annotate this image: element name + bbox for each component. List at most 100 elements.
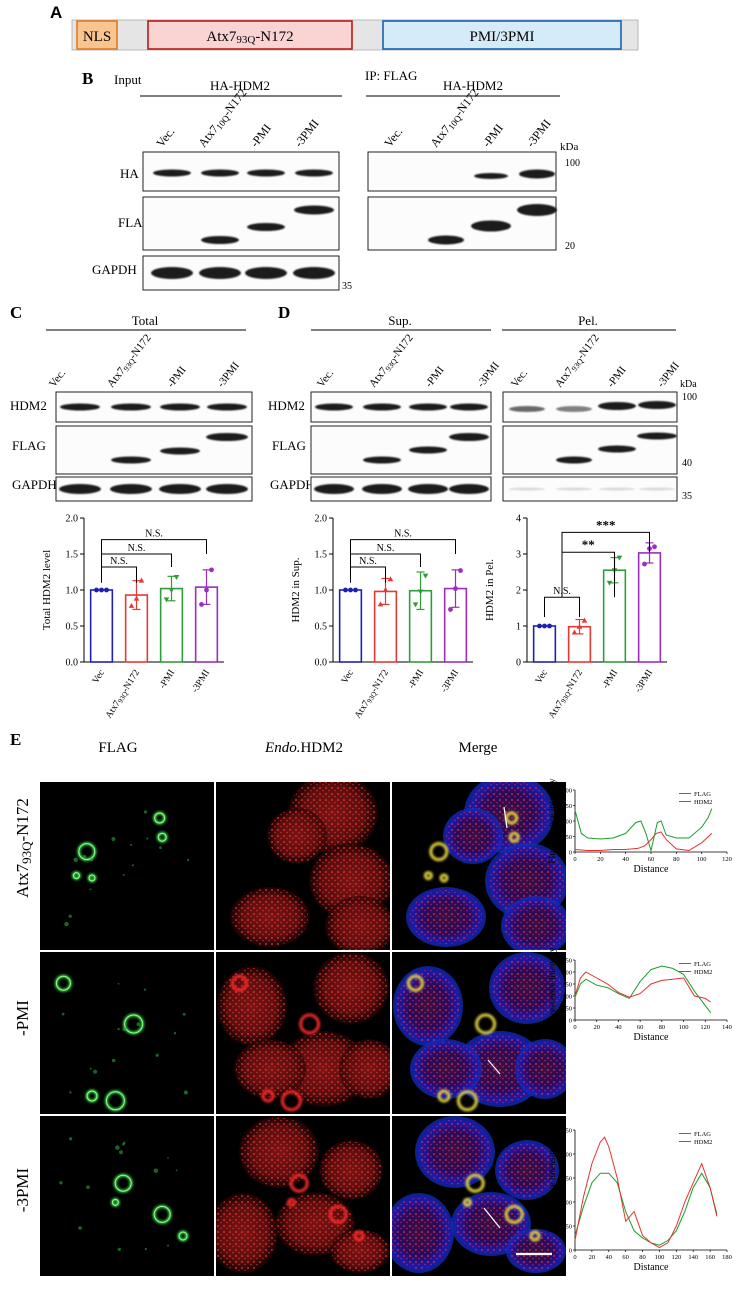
data-point [138,577,145,583]
lane-label-text: Vec. [47,367,68,390]
blot-band [519,169,555,179]
blot-band [363,456,401,464]
data-point [168,588,175,593]
blot-band [637,432,677,440]
lane-label-text: Vec. [381,125,405,150]
green-speck [111,1058,116,1063]
y-tick-label: 2.0 [315,514,328,525]
significance-bracket [101,566,137,583]
blot-band [314,484,354,494]
lane-label-text: -PMI [605,364,629,390]
y-tick-label: 200 [562,788,572,795]
blot-band [471,220,511,232]
red-speckles [218,968,286,1044]
atx-domain [147,20,353,50]
merge-speckles [413,1042,479,1096]
tile-background [40,1116,214,1276]
lane-label-suffix: -N172 [575,332,602,362]
green-ring-core [178,1231,188,1241]
series-line-hdm2 [574,971,711,1003]
blot-band [159,484,201,494]
x-tick-label: 120 [722,856,732,863]
lane-label-text: -PMI [247,121,274,150]
col-header-flag: FLAG [98,740,137,756]
row-label-3pmi: -3PMI [13,1167,32,1212]
x-tick-label: 20 [589,1254,596,1261]
y-tick-label: 100 [562,994,572,1001]
marker-35-d: 35 [682,491,692,502]
merge-speckles [498,1143,556,1197]
nls-label: NLS [83,29,111,45]
lane-label: -PMI [247,121,274,150]
data-point [99,587,104,593]
lane-label-text: -PMI [165,364,189,390]
green-speck [111,837,116,841]
data-point [348,587,353,593]
legend-label: FLAG [694,791,711,798]
blot-band [59,484,101,494]
significance-bracket [561,551,615,598]
x-tick-label: 100 [655,1254,665,1261]
x-tick-label: 100 [679,1024,689,1031]
green-ring-core [105,1091,125,1111]
x-tick-label: 140 [688,1254,698,1261]
row-label-gapdh-d: GAPDH [270,477,315,492]
row-label-atx: Atx793Q-N172 [13,798,34,898]
y-tick-label: 0 [569,850,572,857]
blot-band [160,403,200,411]
green-speck [153,1168,159,1173]
red-speckles [216,1195,277,1271]
y-axis-label: HDM2 in Sup. [290,557,302,622]
green-speck [59,1181,63,1185]
lane-label-text: -3PMI [655,360,682,390]
green-speck [69,1137,73,1141]
bar-chart-total: 0.0 0.5 1.0 1.5 2.0 Total HDM2 level VecAtx793… [41,514,224,721]
green-speck [144,1247,147,1251]
lane-label: Atx793Q-N172 [105,332,155,390]
x-tick-label: Vec [91,668,107,685]
intensity-plot-atx: 0 50 100 150 200 0 20 40 60 80 100 120 Distance Fluor… [548,778,732,875]
green-speck [167,1157,169,1159]
yellow-ring [439,873,449,883]
yellow-ring [456,1090,478,1112]
x-tick-label: -3PMI [190,668,212,694]
significance-label: N.S. [145,529,163,540]
blot-band [362,484,402,494]
x-tick-label: -3PMI [633,668,655,694]
green-speck [89,888,92,891]
green-ring-core [157,832,167,842]
green-speck [175,1169,178,1172]
red-ring [299,1013,321,1035]
x-axis-label: Distance [634,1262,670,1273]
blot-band [247,223,285,231]
data-point [173,575,180,581]
tile-content [393,952,566,1112]
green-speck [117,1027,120,1031]
x-tick-label: 0 [573,856,576,863]
data-point [616,555,623,561]
data-point [343,587,348,593]
data-point [128,602,135,608]
green-speck [143,810,148,814]
lane-label-suffix: -N172 [127,332,154,362]
legend-label: HDM2 [694,969,712,976]
tile-content [406,782,566,950]
green-speck [115,1145,120,1150]
red-speckles [268,809,326,863]
micrograph-tile [392,782,566,950]
data-point [458,568,463,573]
panel-label-a: A [50,3,62,22]
green-speck [143,988,147,991]
blot-band [408,484,448,494]
y-tick-label: 0.0 [315,658,328,669]
green-speck [61,1012,65,1016]
x-tick-label-text: Vec [340,668,356,685]
legend-label: HDM2 [694,799,712,806]
blot-band [201,236,239,244]
data-point [353,587,358,593]
lane-label: -PMI [165,364,189,390]
data-point [382,587,389,592]
merge-speckles [492,955,562,1021]
green-ring-core [55,975,71,991]
y-tick-label: 0 [516,658,521,669]
